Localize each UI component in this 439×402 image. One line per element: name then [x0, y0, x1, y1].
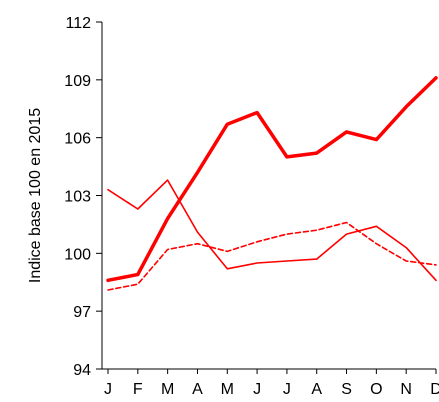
y-tick-label: 94 [73, 362, 91, 379]
y-tick-label: 106 [64, 131, 91, 148]
x-tick-label: M [161, 381, 174, 397]
x-tick-label: M [221, 381, 234, 397]
y-tick-label: 112 [65, 15, 91, 32]
y-axis-title: Indice base 100 en 2015 [27, 108, 44, 283]
x-tick-label: J [283, 381, 291, 397]
y-tick-label: 103 [64, 189, 91, 206]
series-line-thick [106, 76, 438, 283]
x-tick-label: A [311, 381, 322, 397]
series-line-thin [107, 179, 437, 282]
x-tick-label: J [104, 381, 112, 397]
x-tick-label: F [133, 381, 143, 397]
x-tick-label: D [430, 381, 439, 397]
series-layer [106, 76, 438, 291]
x-tick-label: J [253, 381, 261, 397]
x-tick-label: N [400, 381, 412, 397]
y-axis-ticks: 94 97 100 103 106 109 112 [64, 15, 102, 379]
x-tick-label: A [192, 381, 203, 397]
y-tick-label: 97 [73, 304, 91, 321]
x-tick-label: S [341, 381, 352, 397]
series-line-dashed [107, 221, 437, 291]
y-tick-label: 109 [64, 73, 91, 90]
x-tick-label: O [370, 381, 382, 397]
y-tick-label: 100 [64, 246, 91, 263]
